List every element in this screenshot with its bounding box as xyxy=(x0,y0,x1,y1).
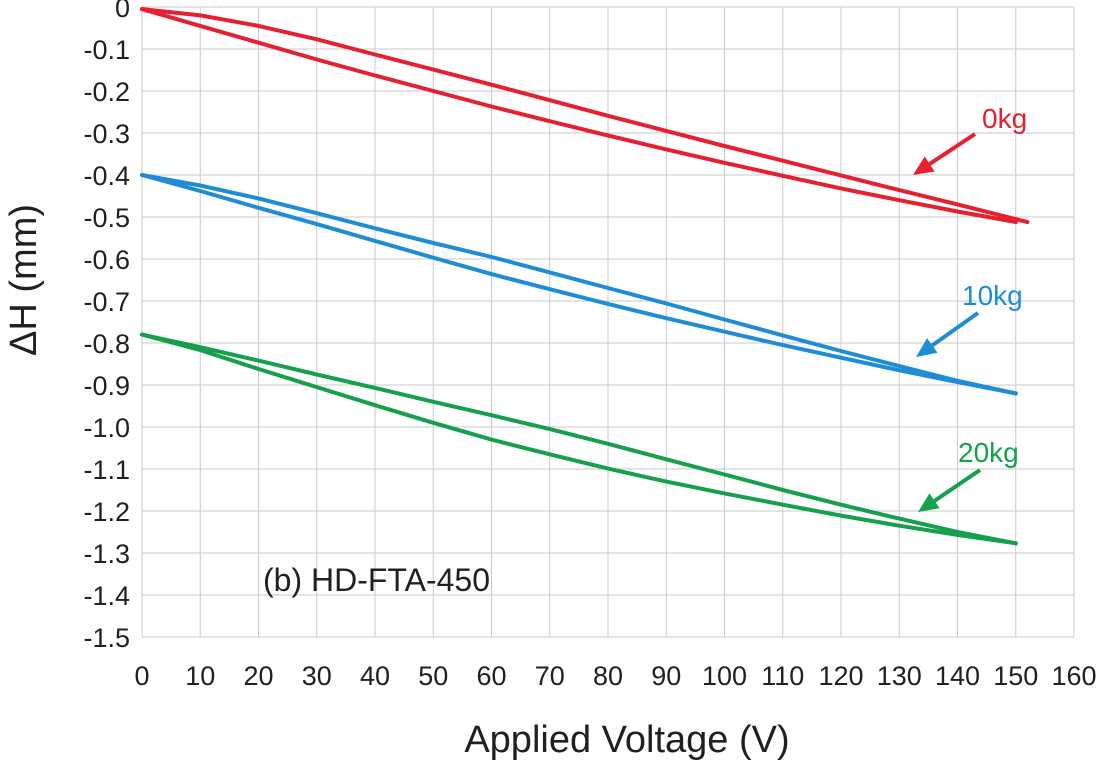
y-axis-title: ΔH (mm) xyxy=(3,204,45,356)
series-arrow-10kg xyxy=(931,311,980,348)
series-arrow-0kg xyxy=(928,132,977,166)
series-labels: 0kg 10kg 20kg xyxy=(913,103,1027,512)
series-line-0kg-loading xyxy=(140,7,1018,224)
y-ticks: 0 -0.1 -0.2 -0.3 -0.4 -0.5 -0.6 -0.7 -0.8 -0.9 -1.… xyxy=(83,0,130,653)
y-tick-label: -1.1 xyxy=(83,455,130,485)
series-group xyxy=(140,7,1030,546)
y-tick-label: -1.3 xyxy=(83,539,130,569)
series-arrowhead-0kg xyxy=(913,156,935,175)
x-tick-label: 40 xyxy=(360,661,390,691)
x-tick-label: 60 xyxy=(476,661,506,691)
y-tick-label: -1.2 xyxy=(83,497,130,527)
series-arrowhead-10kg xyxy=(916,338,938,357)
x-tick-label: 20 xyxy=(243,661,273,691)
x-tick-label: 160 xyxy=(1051,661,1096,691)
series-label-10kg: 10kg xyxy=(962,280,1023,311)
y-tick-label: -0.2 xyxy=(83,77,130,107)
y-tick-label: -1.0 xyxy=(83,413,130,443)
x-axis-title: Applied Voltage (V) xyxy=(464,719,789,761)
x-tick-label: 70 xyxy=(535,661,565,691)
x-tick-label: 30 xyxy=(302,661,332,691)
y-tick-label: 0 xyxy=(115,0,130,23)
y-tick-label: -0.3 xyxy=(83,119,130,149)
x-tick-label: 150 xyxy=(993,661,1038,691)
series-line-20kg-loading xyxy=(140,332,1018,546)
x-tick-label: 90 xyxy=(651,661,681,691)
x-tick-label: 10 xyxy=(185,661,215,691)
series-line-10kg-unloading xyxy=(140,173,1018,396)
x-tick-label: 100 xyxy=(702,661,747,691)
chart-annotation: (b) HD-FTA-450 xyxy=(263,562,490,598)
x-tick-label: 50 xyxy=(418,661,448,691)
y-tick-label: -1.5 xyxy=(83,623,130,653)
y-tick-label: -0.7 xyxy=(83,287,130,317)
x-tick-label: 110 xyxy=(761,661,804,691)
series-label-0kg: 0kg xyxy=(982,103,1027,134)
grid xyxy=(141,6,1075,638)
series-label-20kg: 20kg xyxy=(958,437,1019,468)
y-tick-label: -0.9 xyxy=(83,371,130,401)
x-tick-label: 130 xyxy=(877,661,922,691)
series-line-10kg-loading xyxy=(140,173,1018,396)
x-tick-label: 0 xyxy=(134,661,149,691)
y-tick-label: -0.5 xyxy=(83,203,130,233)
series-line-20kg-unloading xyxy=(140,332,1018,546)
y-tick-label: -1.4 xyxy=(83,581,130,611)
y-tick-label: -0.6 xyxy=(83,245,130,275)
y-tick-label: -0.8 xyxy=(83,329,130,359)
series-line-0kg-unloading xyxy=(140,7,1030,224)
series-arrow-20kg xyxy=(933,468,982,503)
x-tick-label: 120 xyxy=(818,661,863,691)
series-arrowhead-20kg xyxy=(918,493,940,512)
x-tick-label: 140 xyxy=(935,661,980,691)
y-tick-label: -0.1 xyxy=(83,35,130,65)
x-ticks: 0 10 20 30 40 50 60 70 80 90 100 110 120 130 140 150 160 xyxy=(134,661,1096,691)
y-tick-label: -0.4 xyxy=(83,161,130,191)
x-tick-label: 80 xyxy=(593,661,623,691)
